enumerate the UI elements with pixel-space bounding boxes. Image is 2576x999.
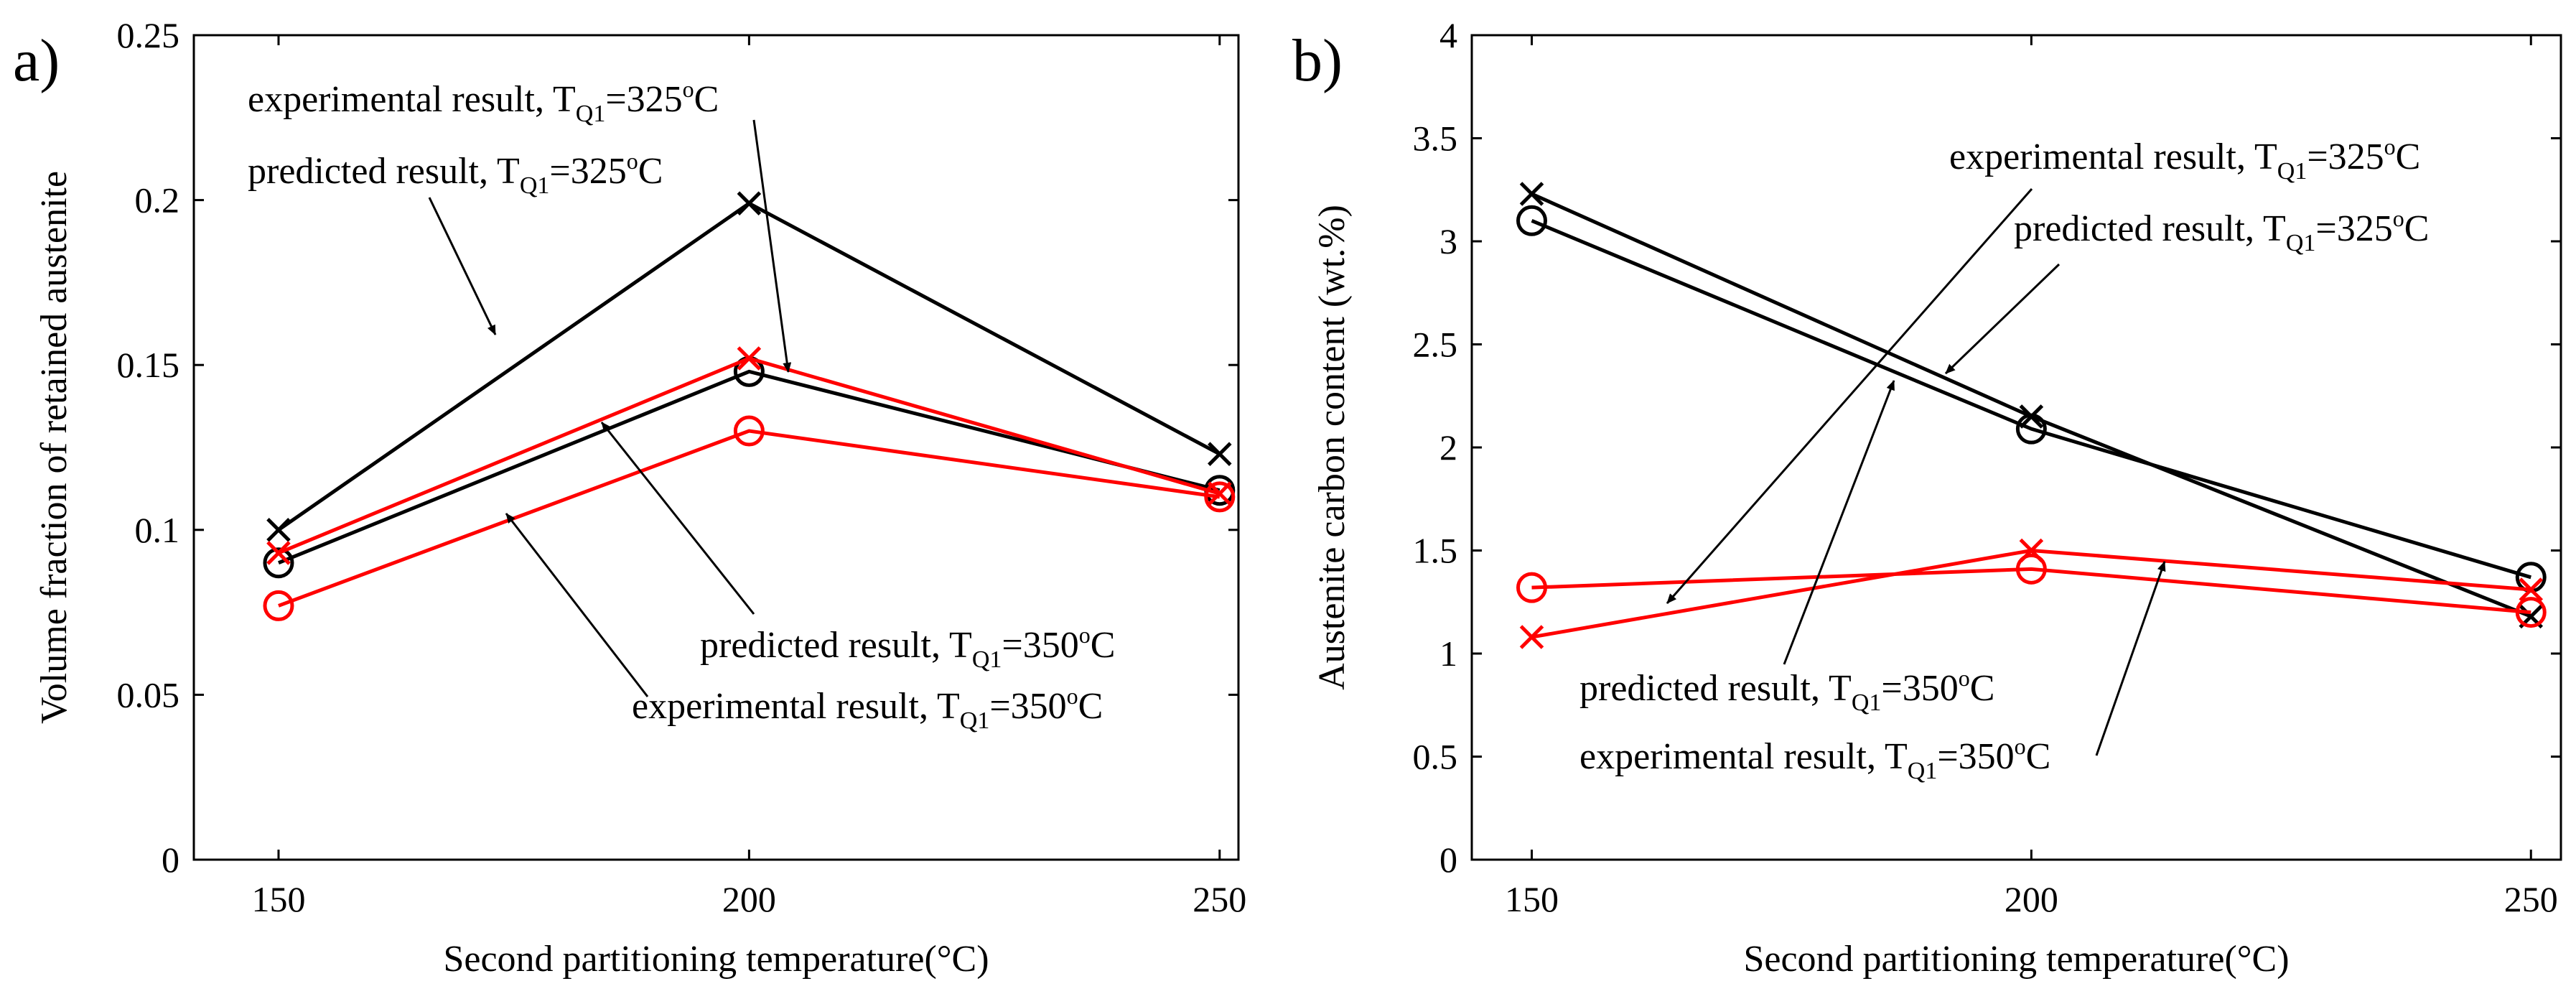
y-tick-label: 0.2 [135,180,180,220]
y-tick-label: 0 [162,840,179,880]
data-point-cross [266,518,291,542]
annotation-arrow [2095,561,2166,756]
data-point-cross [1519,182,1544,206]
y-tick-label: 0.05 [117,674,180,715]
annotation-label: predicted result, TQ1=350oC [1579,665,1994,716]
series-line [1531,218,2531,580]
annotation-arrow [1783,380,1895,665]
y-tick-label: 0.5 [1413,737,1458,777]
panel-a: a) 0 0.05 0.1 0.15 0.2 0.25 150 200 250 Second par… [13,15,1246,980]
annotation-label: predicted result, TQ1=325oC [2014,205,2429,256]
annotation-arrow [428,197,497,335]
data-point-circle [2015,553,2047,585]
annotation-label: predicted result, TQ1=325oC [248,148,663,199]
y-tick-label: 2 [1439,427,1457,468]
series-line [1531,192,2532,618]
annotation-label: experimental result, TQ1=325oC [1949,134,2420,185]
x-tick-label: 150 [251,879,305,919]
y-tick-label: 2.5 [1413,325,1458,365]
annotation-arrow [1944,263,2061,375]
x-tick-label: 150 [1505,879,1559,919]
x-tick-label: 200 [722,879,776,919]
data-point-cross [1208,442,1232,466]
x-axis-label: Second partitioning temperature(°C) [443,939,989,980]
annotation-label: experimental result, TQ1=350oC [632,683,1103,734]
data-point-circle [1516,572,1548,603]
data-point-cross [1519,625,1544,649]
annotation-label: experimental result, TQ1=350oC [1579,733,2050,784]
x-tick-label: 250 [1193,879,1246,919]
y-tick-label: 3.5 [1413,119,1458,159]
data-point-circle [263,590,294,621]
data-point-cross [266,541,291,565]
y-tick-label: 1.5 [1413,531,1458,571]
y-tick-label: 1 [1439,633,1457,674]
series-line [278,429,1221,608]
annotation-arrow [1666,188,2033,604]
data-point-circle [2515,597,2547,628]
y-tick-label: 3 [1439,221,1457,261]
y-tick-label: 4 [1439,15,1457,55]
annotation-arrow [600,422,755,615]
data-point-cross [2519,577,2544,602]
x-tick-label: 200 [2005,879,2058,919]
y-tick-label: 0.25 [117,15,180,55]
data-point-circle [733,415,765,447]
data-point-cross [737,191,762,215]
panel-label: a) [13,27,60,94]
plot-frame [192,34,1240,861]
y-axis-label: Austenite carbon content (wt.%) [1312,205,1353,690]
series-line [1531,567,2531,615]
data-point-circle [1204,481,1236,513]
y-tick-label: 0.1 [135,510,180,550]
annotation-arrow [505,513,649,697]
series-line [278,369,1221,565]
y-axis-label: Volume fraction of retained austenite [34,171,75,724]
series-line [277,201,1221,531]
data-point-circle [263,547,294,579]
data-point-cross [737,346,762,371]
panel-b: b) 0 0.5 1 1.5 2 2.5 3 3.5 4 150 200 250 Second parti… [1292,15,2562,980]
annotation-label: predicted result, TQ1=350oC [700,622,1115,673]
series-line [1531,548,2531,639]
data-point-circle [2015,413,2047,445]
y-tick-label: 0.15 [117,345,180,385]
annotation-label: experimental result, TQ1=325oC [248,76,719,127]
x-axis-label: Second partitioning temperature(°C) [1743,939,2289,980]
x-tick-label: 250 [2504,879,2558,919]
annotation-arrow [752,119,792,373]
data-point-circle [1516,205,1548,236]
panel-label: b) [1292,27,1343,94]
y-tick-label: 0 [1439,840,1457,880]
